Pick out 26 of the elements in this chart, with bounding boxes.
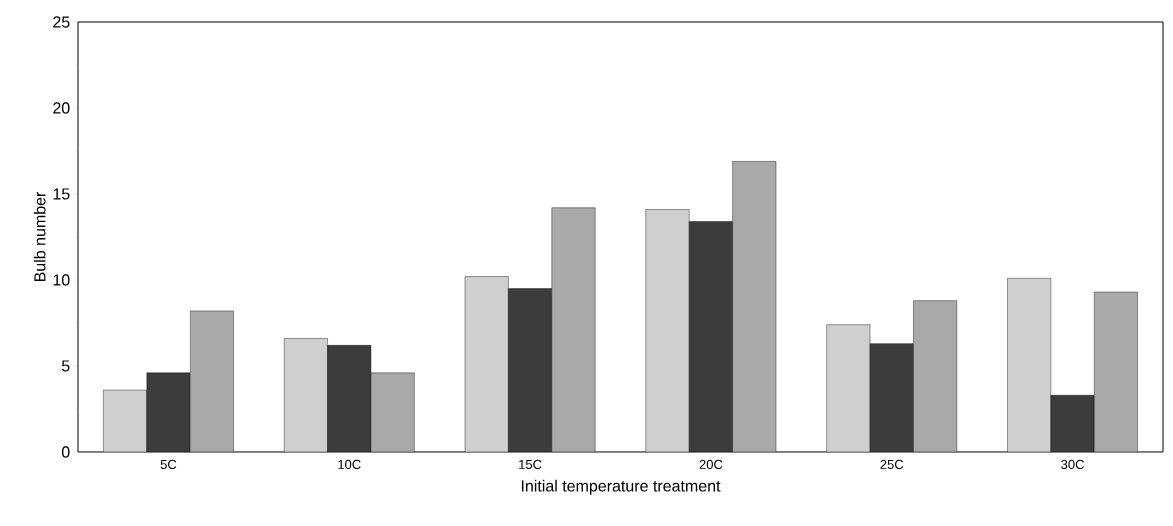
x-tick-label: 25C <box>880 459 904 469</box>
bar <box>689 221 733 452</box>
y-tick-label: 10 <box>53 274 70 286</box>
x-tick-label: 20C <box>699 459 723 469</box>
x-tick-label: 15C <box>519 459 542 469</box>
y-tick-label: 0 <box>61 446 70 458</box>
bar <box>1050 395 1095 452</box>
bar <box>283 338 328 452</box>
bar <box>1007 278 1052 452</box>
y-tick-label: 15 <box>53 188 70 200</box>
bar <box>645 209 690 452</box>
x-tick-label: 10C <box>338 459 361 469</box>
y-tick-label: 25 <box>53 16 70 28</box>
bar <box>464 276 509 452</box>
bar <box>508 288 552 452</box>
bar <box>146 372 191 452</box>
bar <box>826 324 871 452</box>
bar <box>327 345 372 452</box>
bar <box>103 389 147 452</box>
x-axis-title: Initial temperature treatment <box>521 479 721 495</box>
bar <box>869 343 914 452</box>
x-tick-label: 30C <box>1061 459 1084 469</box>
y-tick-label: 5 <box>61 360 70 372</box>
x-tick-label: 5C <box>160 459 177 469</box>
y-axis-title: Bulb number <box>33 191 46 282</box>
y-tick-label: 20 <box>53 102 70 114</box>
